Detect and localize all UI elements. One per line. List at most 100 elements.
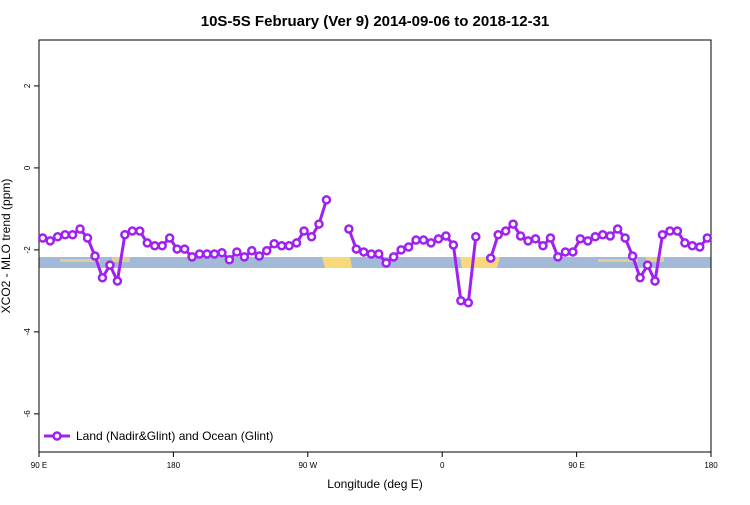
point bbox=[508, 219, 518, 229]
point bbox=[254, 251, 265, 261]
point bbox=[612, 224, 623, 234]
point bbox=[105, 260, 115, 270]
x-tick-label: 180 bbox=[704, 461, 718, 470]
point bbox=[344, 224, 354, 234]
x-tick-label: 90 E bbox=[568, 461, 584, 470]
point bbox=[217, 248, 227, 258]
point bbox=[224, 254, 235, 265]
point bbox=[620, 233, 630, 243]
y-tick-label: -4 bbox=[23, 328, 32, 336]
x-axis-label: Longitude (deg E) bbox=[327, 477, 422, 491]
point bbox=[52, 232, 63, 242]
point bbox=[672, 226, 683, 236]
point bbox=[75, 224, 85, 234]
point bbox=[351, 244, 362, 254]
point bbox=[590, 232, 601, 242]
point bbox=[164, 233, 175, 243]
point bbox=[575, 234, 586, 244]
point bbox=[314, 219, 324, 229]
point bbox=[45, 236, 55, 246]
point bbox=[90, 251, 100, 261]
point bbox=[373, 249, 384, 259]
point bbox=[187, 252, 197, 262]
point bbox=[433, 234, 444, 244]
point bbox=[560, 247, 571, 257]
chart-title: 10S-5S February (Ver 9) 2014-09-06 to 20… bbox=[201, 13, 550, 30]
point bbox=[441, 231, 451, 241]
point bbox=[359, 247, 369, 257]
x-tick-label: 0 bbox=[440, 461, 445, 470]
point bbox=[493, 229, 503, 240]
point bbox=[82, 233, 93, 243]
point bbox=[149, 241, 160, 251]
point bbox=[635, 273, 645, 283]
point bbox=[515, 231, 526, 241]
point bbox=[172, 244, 182, 254]
point bbox=[239, 252, 250, 262]
point bbox=[583, 236, 593, 246]
point bbox=[127, 226, 138, 236]
point bbox=[321, 195, 332, 205]
point bbox=[276, 241, 287, 251]
surface-strip bbox=[39, 257, 711, 268]
point bbox=[306, 232, 317, 242]
point bbox=[67, 229, 78, 240]
point bbox=[261, 245, 272, 256]
x-tick-label: 90 W bbox=[298, 461, 317, 470]
y-tick-label: -2 bbox=[23, 246, 32, 254]
point bbox=[381, 258, 391, 268]
point bbox=[680, 238, 690, 248]
point bbox=[538, 241, 548, 251]
point bbox=[627, 251, 638, 261]
point bbox=[37, 233, 48, 243]
point bbox=[142, 238, 153, 248]
point bbox=[418, 235, 429, 245]
point bbox=[291, 238, 302, 248]
point bbox=[545, 233, 556, 243]
point bbox=[687, 241, 698, 251]
legend-marker bbox=[52, 431, 62, 441]
point bbox=[597, 229, 608, 240]
point bbox=[284, 241, 294, 251]
point bbox=[388, 252, 399, 262]
y-tick-label: 0 bbox=[23, 165, 32, 170]
point bbox=[112, 276, 123, 286]
point bbox=[471, 232, 481, 242]
point bbox=[120, 229, 130, 240]
point bbox=[202, 249, 212, 259]
point bbox=[650, 276, 660, 286]
point bbox=[269, 238, 279, 249]
point bbox=[411, 235, 421, 245]
x-tick-label: 180 bbox=[167, 461, 181, 470]
point bbox=[695, 242, 705, 252]
point bbox=[60, 229, 70, 240]
point bbox=[209, 249, 220, 259]
point bbox=[665, 226, 675, 236]
point bbox=[702, 233, 713, 243]
point bbox=[232, 247, 242, 257]
point bbox=[194, 249, 205, 259]
point bbox=[657, 229, 668, 240]
point bbox=[605, 231, 615, 241]
point bbox=[485, 253, 496, 263]
point bbox=[97, 273, 108, 283]
point bbox=[403, 242, 414, 252]
point bbox=[553, 252, 563, 262]
point bbox=[523, 236, 533, 246]
point bbox=[463, 298, 474, 308]
point bbox=[157, 241, 167, 251]
point bbox=[135, 226, 145, 236]
x-tick-label: 90 E bbox=[31, 461, 47, 470]
legend-label: Land (Nadir&Glint) and Ocean (Glint) bbox=[76, 429, 273, 443]
point bbox=[568, 247, 578, 257]
point bbox=[179, 244, 190, 254]
point bbox=[396, 245, 406, 255]
point bbox=[448, 240, 459, 250]
point bbox=[299, 226, 309, 236]
y-tick-label: 2 bbox=[23, 83, 32, 88]
point bbox=[426, 238, 436, 248]
point bbox=[642, 260, 653, 270]
point bbox=[247, 245, 257, 256]
point bbox=[500, 226, 511, 236]
